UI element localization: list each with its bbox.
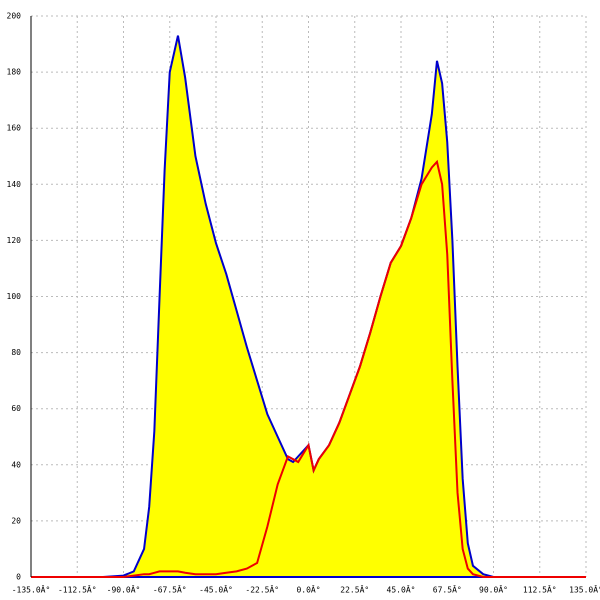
y-tick-label: 160 xyxy=(7,124,22,133)
x-tick-label: 135.0Â° xyxy=(569,584,600,595)
y-tick-label: 20 xyxy=(11,516,21,525)
x-tick-label: -135.0Â° xyxy=(12,584,51,595)
x-tick-label: 45.0Â° xyxy=(387,584,416,595)
y-tick-label: 100 xyxy=(7,292,22,301)
x-tick-label: 90.0Â° xyxy=(479,584,508,595)
y-tick-label: 180 xyxy=(7,68,22,77)
x-tick-label: -112.5Â° xyxy=(58,584,97,595)
y-tick-label: 80 xyxy=(11,348,21,357)
y-tick-label: 140 xyxy=(7,180,22,189)
x-tick-label: -90.0Â° xyxy=(107,584,141,595)
y-tick-label: 200 xyxy=(7,12,22,21)
x-tick-label: 67.5Â° xyxy=(433,584,462,595)
x-tick-label: -22.5Â° xyxy=(245,584,279,595)
x-tick-label: 0.0Â° xyxy=(296,584,320,595)
x-tick-label: 112.5Â° xyxy=(523,584,557,595)
x-tick-label: 22.5Â° xyxy=(340,584,369,595)
x-tick-label: -45.0Â° xyxy=(199,584,233,595)
x-tick-label: -67.5Â° xyxy=(153,584,187,595)
line xyxy=(31,159,586,578)
y-tick-label: 120 xyxy=(7,236,22,245)
y-tick-label: 0 xyxy=(16,573,21,582)
y-tick-label: 60 xyxy=(11,404,21,413)
y-tick-label: 40 xyxy=(11,460,21,469)
